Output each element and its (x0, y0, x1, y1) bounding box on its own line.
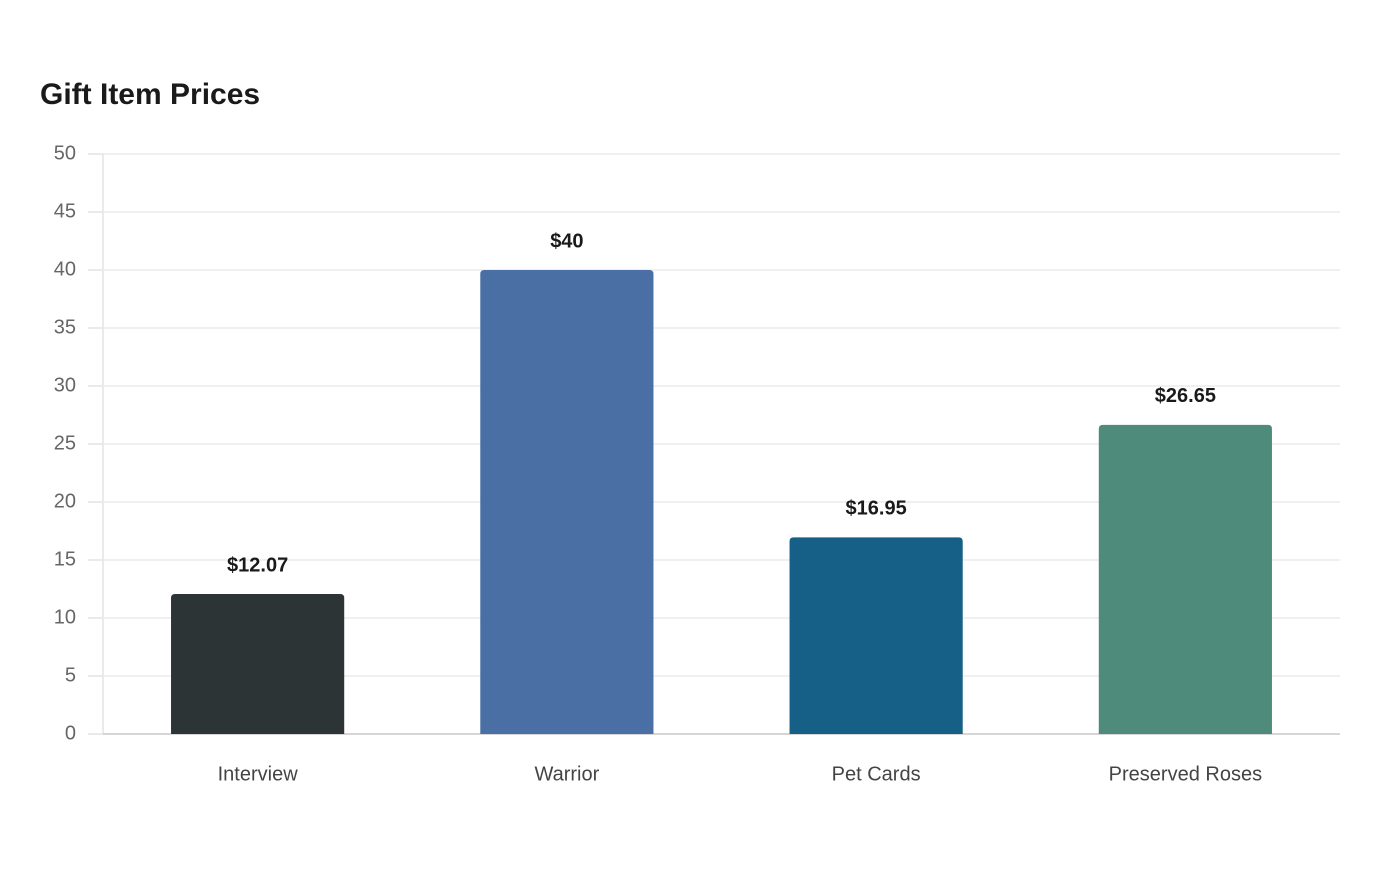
bar (171, 593, 345, 734)
y-tick-label: 0 (65, 722, 76, 744)
bar (1098, 424, 1272, 734)
value-label: $40 (550, 230, 583, 252)
value-label: $26.65 (1155, 385, 1216, 407)
value-label: $12.07 (227, 554, 288, 576)
y-tick-label: 15 (54, 548, 76, 570)
y-tick-label: 5 (65, 664, 76, 686)
bar (789, 537, 963, 734)
value-label: $16.95 (846, 498, 907, 520)
y-tick-label: 50 (54, 142, 76, 164)
x-tick-label: Warrior (534, 763, 599, 785)
x-tick-label: Pet Cards (832, 763, 921, 785)
y-tick-label: 35 (54, 316, 76, 338)
y-tick-label: 25 (54, 432, 76, 454)
y-tick-label: 45 (54, 200, 76, 222)
y-tick-label: 40 (54, 258, 76, 280)
bar (480, 270, 654, 734)
y-tick-label: 30 (54, 374, 76, 396)
x-tick-label: Interview (218, 763, 299, 785)
y-tick-label: 20 (54, 490, 76, 512)
x-tick-label: Preserved Roses (1109, 763, 1262, 785)
chart-title: Gift Item Prices (40, 78, 260, 111)
y-tick-label: 10 (54, 606, 76, 628)
